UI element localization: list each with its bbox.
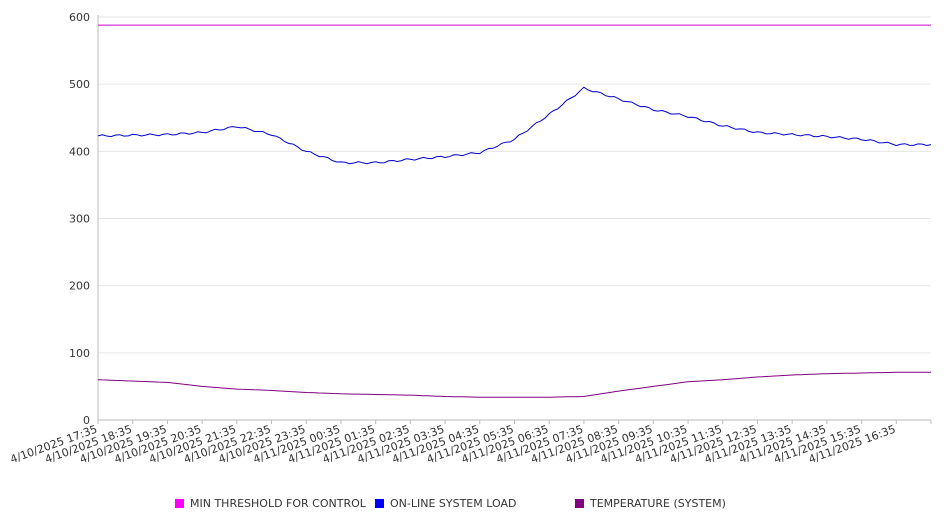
y-tick-label: 300 — [69, 213, 90, 226]
series-lines — [97, 24, 932, 398]
y-tick-label: 0 — [83, 414, 90, 427]
y-tick-label: 100 — [69, 347, 90, 360]
y-axis-ticks: 0 100 200 300 400 500 600 — [69, 11, 90, 427]
series-line-2 — [97, 371, 931, 398]
legend: MIN THRESHOLD FOR CONTROL ON-LINE SYSTEM… — [0, 497, 946, 515]
legend-swatch — [375, 499, 384, 508]
legend-label: TEMPERATURE (SYSTEM) — [590, 497, 726, 510]
legend-label: ON-LINE SYSTEM LOAD — [390, 497, 517, 510]
legend-swatch — [575, 499, 584, 508]
y-tick-label: 400 — [69, 145, 90, 158]
series-line-1 — [97, 86, 932, 165]
x-axis-ticks: 4/10/2025 17:354/10/2025 18:354/10/2025 … — [8, 420, 932, 466]
legend-item-temperature[interactable]: TEMPERATURE (SYSTEM) — [575, 497, 726, 510]
grid-lines — [98, 16, 931, 354]
legend-label: MIN THRESHOLD FOR CONTROL — [190, 497, 366, 510]
axes — [97, 15, 931, 421]
y-tick-label: 600 — [69, 11, 90, 24]
y-tick-label: 200 — [69, 280, 90, 293]
y-tick-label: 500 — [69, 78, 90, 91]
legend-item-min-threshold[interactable]: MIN THRESHOLD FOR CONTROL — [175, 497, 366, 510]
legend-swatch — [175, 499, 184, 508]
legend-item-system-load[interactable]: ON-LINE SYSTEM LOAD — [375, 497, 516, 510]
